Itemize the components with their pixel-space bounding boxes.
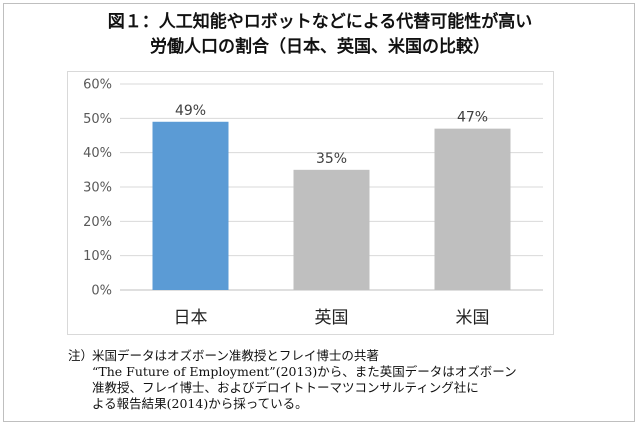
title-line-1: 図１：人工知能やロボットなどによる代替可能性が高い [107,12,533,32]
bar [152,121,229,291]
footnote-line-2: “The Future of Employment”(2013)から、また英国デ… [92,364,517,379]
data-label: 49% [175,103,206,119]
x-tick-label: 英国 [315,308,349,328]
y-tick-label: 20% [83,215,112,230]
x-tick-label: 米国 [456,308,490,328]
footnote-line-3: 准教授、フレイ博士、およびデロイトトーマツコンサルティング社に [92,380,479,395]
y-tick-label: 40% [83,146,112,161]
footnote-line-4: よる報告結果(2014)から採っている。 [92,396,308,411]
y-tick-label: 0% [91,284,112,299]
data-label: 35% [316,151,347,167]
y-tick-label: 30% [83,181,112,196]
data-label: 47% [457,110,488,126]
bar [434,128,511,290]
footnote: 注）米国データはオズボーン准教授とフレイ博士の共著 “The Future of… [68,348,628,412]
footnote-prefix: 注） [68,348,94,363]
footnote-line-1: 米国データはオズボーン准教授とフレイ博士の共著 [92,348,379,363]
title-line-2: 労働人口の割合（日本、英国、米国の比較） [150,37,490,57]
y-tick-label: 50% [83,112,112,127]
y-tick-label: 60% [83,78,112,93]
x-tick-label: 日本 [174,308,208,328]
bar [293,169,370,290]
figure-title: 図１：人工知能やロボットなどによる代替可能性が高い 労働人口の割合（日本、英国、… [0,10,640,60]
y-tick-label: 10% [83,249,112,264]
figure-frame [3,3,635,422]
